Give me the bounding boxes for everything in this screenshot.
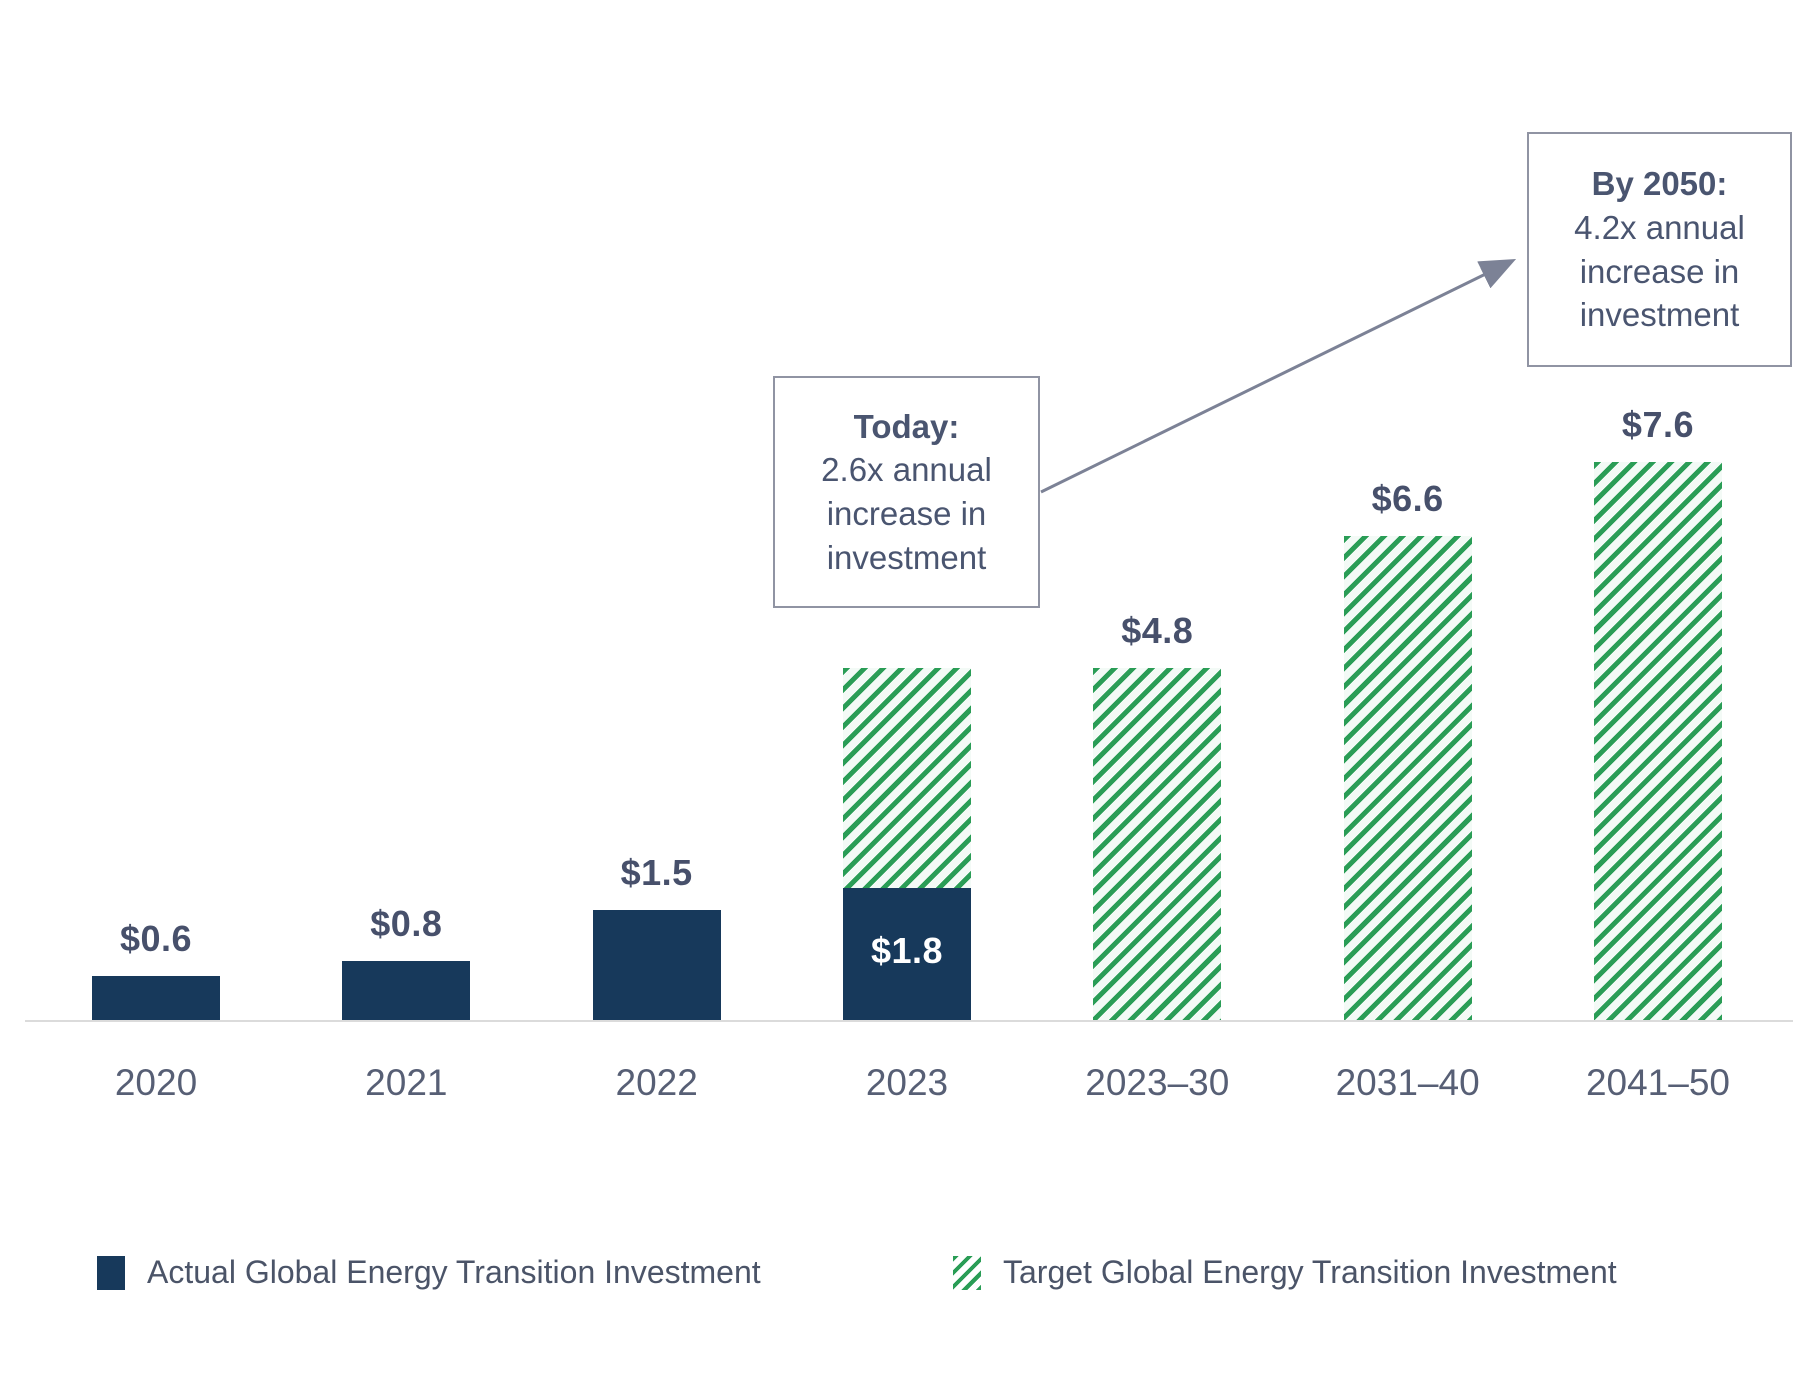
bar-value-label-2031–40: $6.6 bbox=[1371, 478, 1444, 519]
actual-series-swatch bbox=[97, 1255, 125, 1290]
x-axis-label-2023: 2023 bbox=[865, 1062, 949, 1103]
bar-value-label-2022: $1.5 bbox=[620, 852, 693, 893]
annotation-today: Today: 2.6x annual increase in investmen… bbox=[773, 376, 1040, 608]
bar-2031–40-target bbox=[1344, 536, 1472, 1020]
annotation-by2050-body: 4.2x annual increase in investment bbox=[1574, 208, 1745, 334]
bar-2020-actual bbox=[92, 976, 220, 1020]
target-series-swatch bbox=[953, 1255, 981, 1290]
x-axis-line bbox=[25, 1020, 1793, 1022]
bar-2023-target bbox=[843, 668, 971, 888]
bar-value-label-2023: $1.8 bbox=[870, 930, 944, 971]
bar-2023–30-target bbox=[1093, 668, 1221, 1020]
bar-2023-actual bbox=[843, 888, 971, 1020]
x-axis-label-2023–30: 2023–30 bbox=[1085, 1062, 1230, 1103]
x-axis-label-2041–50: 2041–50 bbox=[1585, 1062, 1730, 1103]
x-axis-label-2022: 2022 bbox=[615, 1062, 698, 1103]
legend: Actual Global Energy Transition Investme… bbox=[0, 1240, 1818, 1310]
bar-2021-actual bbox=[342, 961, 470, 1020]
x-axis-label-2031–40: 2031–40 bbox=[1335, 1062, 1480, 1103]
bar-value-label-2020: $0.6 bbox=[119, 918, 193, 959]
bar-value-label-2023–30: $4.8 bbox=[1121, 610, 1194, 651]
bar-2022-actual bbox=[593, 910, 721, 1020]
annotation-today-title: Today: bbox=[853, 407, 960, 445]
bar-value-label-2041–50: $7.6 bbox=[1621, 404, 1694, 445]
annotation-by2050-title: By 2050: bbox=[1591, 165, 1728, 203]
legend-item-target: Target Global Energy Transition Investme… bbox=[953, 1254, 1617, 1291]
annotation-by2050: By 2050: 4.2x annual increase in investm… bbox=[1527, 132, 1792, 367]
bar-value-label-2021: $0.8 bbox=[370, 903, 443, 944]
x-axis-label-2020: 2020 bbox=[114, 1062, 198, 1103]
legend-item-actual: Actual Global Energy Transition Investme… bbox=[97, 1254, 761, 1291]
x-axis-label-2021: 2021 bbox=[365, 1062, 448, 1103]
legend-label-actual: Actual Global Energy Transition Investme… bbox=[147, 1254, 761, 1290]
bar-2041–50-target bbox=[1594, 462, 1722, 1020]
annotation-today-body: 2.6x annual increase in investment bbox=[821, 451, 992, 576]
legend-label-target: Target Global Energy Transition Investme… bbox=[1003, 1254, 1617, 1290]
